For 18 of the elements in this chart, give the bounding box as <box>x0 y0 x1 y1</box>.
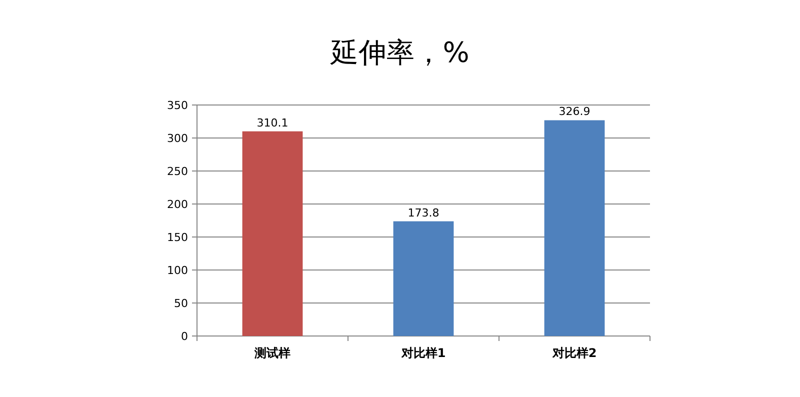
bar <box>544 120 605 336</box>
y-tick-label: 0 <box>181 330 188 343</box>
x-tick-label: 对比样1 <box>400 346 446 360</box>
y-tick-label: 300 <box>167 132 188 145</box>
bar <box>242 131 303 336</box>
y-tick-label: 200 <box>167 198 188 211</box>
y-tick-label: 150 <box>167 231 188 244</box>
data-label: 310.1 <box>256 116 288 130</box>
data-label: 173.8 <box>408 206 440 220</box>
y-tick-label: 350 <box>167 99 188 112</box>
x-tick-label: 测试样 <box>254 346 290 360</box>
y-tick-label: 50 <box>174 297 188 310</box>
y-tick-label: 250 <box>167 165 188 178</box>
bar <box>393 221 454 336</box>
x-tick-label: 对比样2 <box>551 346 597 360</box>
data-label: 326.9 <box>558 105 590 118</box>
chart-title: 延伸率，% <box>330 36 470 69</box>
y-tick-label: 100 <box>167 264 188 277</box>
